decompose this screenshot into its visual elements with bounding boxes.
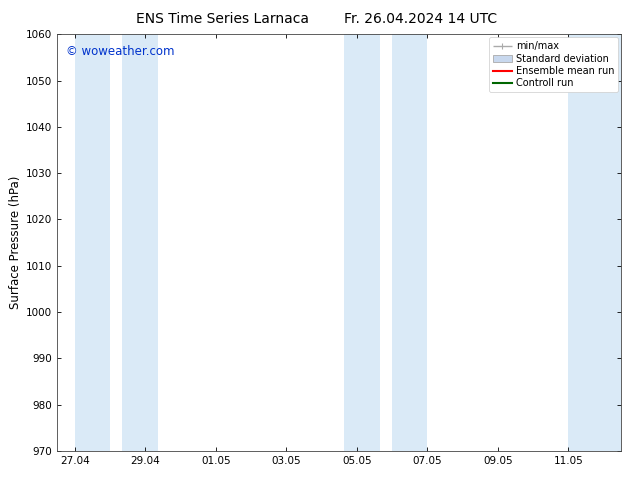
Bar [569,34,621,451]
Legend: min/max, Standard deviation, Ensemble mean run, Controll run: min/max, Standard deviation, Ensemble me… [489,37,618,92]
Text: © woweather.com: © woweather.com [65,45,174,58]
Text: ENS Time Series Larnaca        Fr. 26.04.2024 14 UTC: ENS Time Series Larnaca Fr. 26.04.2024 1… [136,12,498,26]
Bar [75,34,110,451]
Y-axis label: Surface Pressure (hPa): Surface Pressure (hPa) [9,176,22,309]
Bar [344,34,380,451]
Bar [122,34,158,451]
Bar [392,34,427,451]
